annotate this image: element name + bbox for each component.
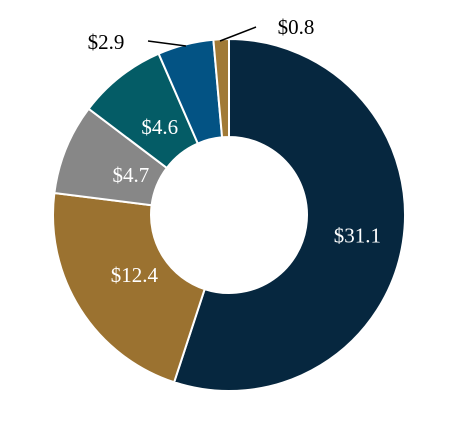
data-label-0: $31.1 bbox=[334, 224, 381, 248]
slice-1 bbox=[52, 191, 206, 384]
slice-0 bbox=[172, 37, 406, 392]
leader-lines bbox=[147, 26, 257, 47]
slice-5 bbox=[212, 37, 230, 139]
data-label-1: $12.4 bbox=[111, 263, 159, 287]
data-labels: $31.1 $12.4 $4.7 $4.6 $2.9 $0.8 bbox=[88, 15, 381, 287]
donut-slices bbox=[52, 37, 406, 392]
data-label-3: $4.6 bbox=[141, 115, 178, 139]
leader-line-4 bbox=[147, 40, 187, 47]
data-label-2: $4.7 bbox=[112, 163, 149, 187]
data-label-5: $0.8 bbox=[278, 15, 315, 39]
leader-line-5 bbox=[219, 26, 257, 42]
data-label-4: $2.9 bbox=[88, 30, 125, 54]
